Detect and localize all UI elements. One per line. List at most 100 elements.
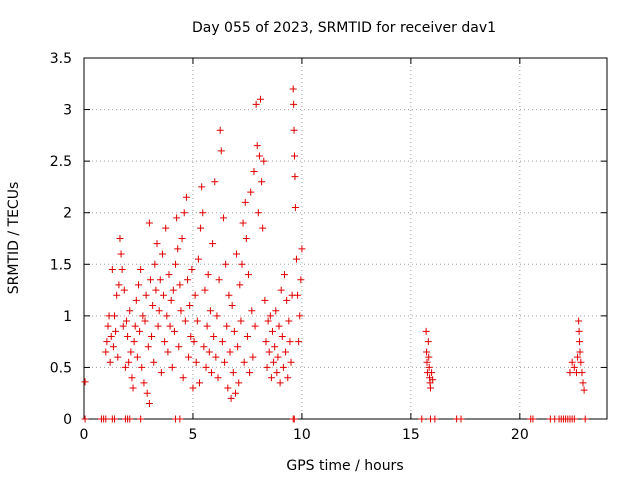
data-point bbox=[132, 296, 140, 304]
data-point bbox=[228, 302, 236, 310]
data-point bbox=[289, 85, 297, 93]
data-point bbox=[119, 322, 127, 330]
data-point bbox=[238, 260, 246, 268]
data-point bbox=[169, 286, 177, 294]
data-point bbox=[245, 271, 253, 279]
data-point bbox=[259, 224, 267, 232]
data-point bbox=[185, 353, 193, 361]
data-point bbox=[235, 379, 243, 387]
data-point bbox=[152, 286, 160, 294]
data-point bbox=[191, 291, 199, 299]
data-point bbox=[265, 348, 273, 356]
data-point bbox=[295, 338, 303, 346]
data-point bbox=[173, 214, 181, 222]
data-point bbox=[217, 147, 225, 155]
data-point bbox=[155, 307, 163, 315]
data-point bbox=[292, 255, 300, 263]
data-point bbox=[199, 209, 207, 217]
data-point bbox=[272, 307, 280, 315]
data-point bbox=[180, 209, 188, 217]
data-point bbox=[236, 281, 244, 289]
data-point bbox=[149, 302, 157, 310]
data-point bbox=[115, 281, 123, 289]
data-point bbox=[156, 276, 164, 284]
data-point bbox=[260, 157, 268, 165]
data-point bbox=[114, 353, 122, 361]
data-point bbox=[283, 296, 291, 304]
data-point bbox=[298, 245, 306, 253]
data-point bbox=[570, 363, 578, 371]
data-point bbox=[267, 374, 275, 382]
data-point bbox=[203, 322, 211, 330]
data-point bbox=[291, 152, 299, 160]
plot-frame bbox=[83, 57, 608, 420]
y-tick-label: 0 bbox=[63, 412, 72, 428]
data-point bbox=[176, 415, 184, 423]
y-axis-label: SRMTID / TECUs bbox=[6, 182, 22, 295]
data-point bbox=[457, 415, 465, 423]
data-point bbox=[168, 363, 176, 371]
data-point bbox=[165, 271, 173, 279]
data-point bbox=[137, 415, 145, 423]
data-point bbox=[270, 358, 278, 366]
data-point bbox=[186, 302, 194, 310]
data-point bbox=[120, 286, 128, 294]
x-tick-label: 15 bbox=[402, 427, 420, 443]
data-point bbox=[174, 245, 182, 253]
data-point bbox=[130, 338, 138, 346]
data-point bbox=[111, 312, 119, 320]
data-point bbox=[425, 353, 433, 361]
data-point bbox=[418, 415, 426, 423]
data-point bbox=[144, 343, 152, 351]
data-point bbox=[230, 327, 238, 335]
data-point bbox=[231, 389, 239, 397]
data-point bbox=[178, 235, 186, 242]
data-point bbox=[253, 142, 261, 150]
data-point bbox=[227, 394, 235, 402]
data-point bbox=[255, 152, 263, 160]
data-point bbox=[240, 358, 248, 366]
data-point bbox=[170, 327, 178, 335]
data-point bbox=[106, 358, 114, 366]
data-point bbox=[209, 240, 217, 248]
data-point bbox=[213, 312, 221, 320]
data-point bbox=[284, 374, 292, 382]
x-tick-label: 20 bbox=[511, 427, 529, 443]
data-point bbox=[142, 291, 150, 299]
data-point bbox=[102, 415, 110, 423]
data-point bbox=[431, 415, 439, 423]
data-point bbox=[145, 219, 153, 227]
data-point bbox=[273, 369, 281, 377]
data-point bbox=[290, 415, 298, 423]
data-point bbox=[234, 343, 242, 351]
data-point bbox=[124, 332, 132, 340]
data-point bbox=[242, 235, 250, 242]
data-point bbox=[423, 358, 431, 366]
data-point bbox=[111, 415, 119, 423]
data-point bbox=[125, 358, 133, 366]
data-point bbox=[262, 338, 270, 346]
data-point bbox=[81, 415, 89, 423]
data-point bbox=[131, 322, 139, 330]
data-point bbox=[212, 353, 220, 361]
data-point bbox=[291, 173, 299, 181]
data-point bbox=[276, 379, 284, 387]
data-point bbox=[251, 322, 259, 330]
x-tick-label: 0 bbox=[80, 427, 89, 443]
data-point bbox=[202, 363, 210, 371]
data-point bbox=[151, 260, 159, 268]
data-point bbox=[133, 353, 141, 361]
data-point bbox=[297, 276, 305, 284]
data-point bbox=[162, 224, 170, 232]
data-point bbox=[422, 327, 430, 335]
data-point bbox=[103, 338, 111, 346]
data-point bbox=[122, 317, 130, 325]
data-point bbox=[226, 348, 234, 356]
data-point bbox=[166, 322, 174, 330]
data-point bbox=[268, 327, 276, 335]
data-point bbox=[263, 363, 271, 371]
data-point bbox=[424, 338, 432, 346]
data-point bbox=[137, 265, 145, 273]
data-point bbox=[261, 296, 269, 304]
data-point bbox=[247, 188, 255, 196]
